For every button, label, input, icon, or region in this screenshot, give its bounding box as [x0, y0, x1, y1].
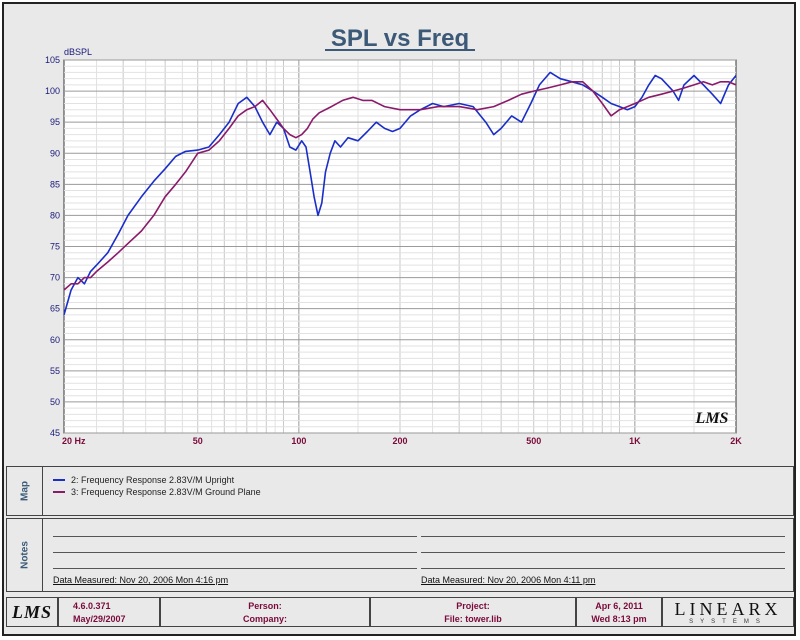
- x-tick-label: 20 Hz: [62, 436, 86, 446]
- y-tick-label: 95: [50, 117, 60, 127]
- footer-lms-logo: LMS: [6, 597, 58, 627]
- y-tick-label: 50: [50, 397, 60, 407]
- x-tick-label: 200: [392, 436, 407, 446]
- person-label: Person:: [248, 601, 282, 611]
- lms-logo-text: LMS: [11, 602, 52, 622]
- version-date: May/29/2007: [73, 614, 126, 624]
- x-tick-label: 50: [193, 436, 203, 446]
- legend-swatch-upright: [53, 479, 65, 481]
- series: [63, 71, 737, 316]
- company-label: Company:: [242, 614, 287, 624]
- x-tick-label: 100: [291, 436, 306, 446]
- notes-right-line-2: [421, 552, 785, 553]
- y-tick-label: 55: [50, 366, 60, 376]
- legend-label-ground-plane: 3: Frequency Response 2.83V/M Ground Pla…: [71, 487, 261, 497]
- footer-person: Person: Company:: [160, 597, 370, 627]
- y-tick-label: 75: [50, 242, 60, 252]
- y-tick-label: 70: [50, 273, 60, 283]
- legend-item-ground-plane: 3: Frequency Response 2.83V/M Ground Pla…: [53, 487, 261, 497]
- legend-swatch-ground-plane: [53, 491, 65, 493]
- footer-time: Wed 8:13 pm: [591, 614, 647, 624]
- y-tick-label: 100: [45, 86, 60, 96]
- footer-datetime: Apr 6, 2011 Wed 8:13 pm: [576, 597, 662, 627]
- y-axis-label: dBSPL: [64, 47, 92, 57]
- legend-item-upright: 2: Frequency Response 2.83V/M Upright: [53, 475, 234, 485]
- footer-brand: LINEARX SYSTEMS: [662, 597, 794, 627]
- series-line-ground-plane: [63, 81, 737, 291]
- y-tick-label: 45: [50, 428, 60, 438]
- series-line-upright: [63, 71, 737, 316]
- notes-left-date: Data Measured: Nov 20, 2006 Mon 4:16 pm: [53, 575, 229, 585]
- map-panel: Map 2: Frequency Response 2.83V/M Uprigh…: [6, 466, 794, 516]
- notes-tab[interactable]: Notes: [7, 519, 43, 591]
- y-tick-label: 105: [45, 55, 60, 65]
- y-tick-label: 85: [50, 179, 60, 189]
- brand-sub: SYSTEMS: [689, 619, 767, 625]
- map-tab[interactable]: Map: [7, 467, 43, 515]
- notes-left-line-2: [53, 552, 417, 553]
- footer-version: 4.6.0.371 May/29/2007: [58, 597, 160, 627]
- lms-watermark: LMS: [695, 410, 729, 427]
- x-tick-label: 1K: [629, 436, 641, 446]
- y-tick-label: 60: [50, 335, 60, 345]
- chart-title: SPL vs Freq: [331, 25, 469, 52]
- notes-right-line-1: [421, 536, 785, 537]
- spl-chart: SPL vs Freq dBSPL 105 100 95 90 85 80 75 70 65 60…: [45, 25, 742, 446]
- notes-tab-label: Notes: [19, 541, 30, 569]
- notes-left-line-3: [53, 568, 417, 569]
- file-label: File: tower.lib: [444, 614, 502, 624]
- notes-left-line-1: [53, 536, 417, 537]
- y-tick-label: 80: [50, 210, 60, 220]
- x-tick-label: 2K: [730, 436, 742, 446]
- notes-right-line-3: [421, 568, 785, 569]
- project-label: Project:: [456, 601, 490, 611]
- legend-label-upright: 2: Frequency Response 2.83V/M Upright: [71, 475, 235, 485]
- grid: [64, 59, 736, 434]
- y-tick-label: 65: [50, 304, 60, 314]
- map-tab-label: Map: [19, 481, 30, 501]
- x-tick-label: 500: [526, 436, 541, 446]
- notes-right-date: Data Measured: Nov 20, 2006 Mon 4:11 pm: [421, 575, 596, 585]
- footer-date: Apr 6, 2011: [595, 601, 643, 611]
- brand-logo: LINEARX: [674, 599, 782, 619]
- y-tick-label: 90: [50, 148, 60, 158]
- version-number: 4.6.0.371: [73, 601, 111, 611]
- notes-panel: Notes Data Measured: Nov 20, 2006 Mon 4:…: [6, 518, 794, 592]
- footer-project: Project: File: tower.lib: [370, 597, 576, 627]
